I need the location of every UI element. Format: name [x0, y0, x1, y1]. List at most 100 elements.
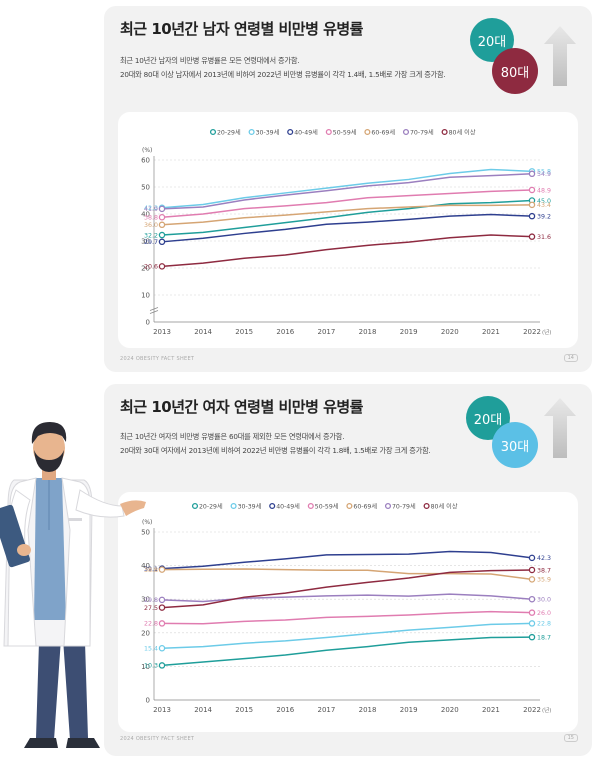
series-0: 10.3 18.7 — [144, 633, 551, 670]
badge-30s: 30대 — [492, 422, 538, 468]
x-tick-label: 2021 — [482, 328, 500, 336]
y-tick-label: 0 — [146, 697, 150, 705]
data-label-start: 29.8 — [144, 597, 158, 604]
data-point — [528, 186, 536, 194]
badge-20s: 20대 — [470, 18, 514, 62]
data-label-start: 42.3 — [144, 205, 158, 212]
legend-marker — [191, 502, 199, 510]
series-line — [161, 593, 533, 603]
doctor-illustration — [0, 422, 146, 748]
y-tick-label: 40 — [141, 562, 150, 570]
data-label-end: 48.9 — [537, 187, 551, 194]
data-label-end: 55.8 — [537, 169, 551, 176]
data-label-end: 35.9 — [537, 577, 551, 584]
data-point — [528, 576, 536, 583]
legend-marker — [287, 128, 294, 136]
data-label-end: 22.8 — [537, 621, 551, 628]
legend-marker — [307, 502, 314, 510]
x-tick-label: 2013 — [153, 706, 171, 714]
x-axis-label: (년) — [542, 328, 551, 336]
y-tick-label: 30 — [141, 238, 150, 246]
series-line — [161, 199, 533, 236]
series-5: 29.8 30.0 — [144, 593, 551, 604]
data-point — [158, 645, 166, 652]
x-tick-label: 2014 — [194, 328, 212, 336]
data-label-end: 39.2 — [537, 213, 551, 220]
data-label-start: 38.8 — [144, 567, 158, 574]
series-2: 29.7 39.2 — [144, 212, 551, 246]
x-tick-label: 2015 — [235, 706, 253, 714]
data-point — [158, 604, 166, 611]
data-point — [158, 205, 166, 213]
series-line — [161, 550, 533, 570]
legend-label: 40-49세 — [294, 128, 318, 136]
data-label-start: 39.1 — [144, 566, 158, 573]
data-label-start: 36.0 — [144, 222, 158, 229]
axis-break-mark — [149, 307, 159, 314]
series-3: 38.8 48.9 — [144, 186, 551, 222]
legend-label: 70-79세 — [410, 128, 434, 136]
x-tick-label: 2020 — [441, 706, 459, 714]
series-line — [161, 568, 533, 581]
series-line — [161, 622, 533, 650]
series-line — [161, 234, 533, 268]
data-label-start: 29.7 — [144, 239, 158, 246]
x-tick-label: 2017 — [318, 706, 336, 714]
data-label-start: 27.5 — [144, 605, 158, 612]
data-point — [158, 566, 166, 573]
series-line — [161, 569, 533, 609]
series-6: 20.6 31.6 — [144, 233, 551, 271]
legend: 20-29세 30-39세 40-49세 50-59세 60-69세 70-79세 80세 … — [191, 502, 458, 510]
data-point — [158, 221, 166, 229]
x-tick-label: 2013 — [153, 328, 171, 336]
data-point — [528, 620, 536, 627]
data-point — [158, 596, 166, 604]
y-tick-label: 40 — [141, 211, 150, 219]
data-label-end: 18.7 — [537, 634, 551, 641]
x-tick-label: 2016 — [276, 706, 294, 714]
x-tick-label: 2018 — [359, 706, 377, 714]
legend-label: 60-69세 — [371, 128, 395, 136]
series-line — [161, 204, 533, 226]
badge-80s: 80대 — [492, 48, 538, 94]
data-point — [528, 566, 536, 574]
y-tick-label: 60 — [141, 157, 150, 165]
series-3: 22.8 26.0 — [144, 609, 551, 628]
series-line — [161, 213, 533, 243]
series-line — [161, 636, 533, 667]
series-line — [161, 610, 533, 625]
data-label-end: 45.0 — [537, 198, 551, 205]
data-point — [528, 212, 536, 220]
legend-label: 20-29세 — [199, 502, 223, 510]
page-number: 14 — [563, 354, 578, 362]
page-title: 최근 10년간 여자 연령별 비만병 유병률 — [120, 398, 364, 416]
series-4: 38.8 35.9 — [144, 566, 551, 584]
x-tick-label: 2016 — [276, 328, 294, 336]
series-0: 32.2 45.0 — [144, 197, 551, 239]
legend-marker — [230, 502, 237, 510]
x-tick-label: 2019 — [400, 706, 418, 714]
data-point — [158, 213, 166, 221]
page-number: 15 — [563, 734, 578, 742]
page-title: 최근 10년간 남자 연령별 비만병 유병률 — [120, 20, 364, 38]
x-tick-label: 2017 — [318, 328, 336, 336]
legend-marker — [269, 502, 276, 510]
series-5: 41.9 54.9 — [144, 170, 551, 213]
legend-marker — [402, 128, 410, 136]
data-point — [528, 201, 536, 209]
up-arrow-icon — [544, 398, 576, 458]
legend-marker — [364, 128, 371, 136]
legend-marker — [423, 502, 430, 510]
legend-marker — [384, 502, 392, 510]
data-label-start: 32.2 — [144, 232, 158, 239]
description-line-2: 20대와 30대 여자에서 2013년에 비하여 2022년 비만병 유병률이 … — [120, 446, 431, 455]
legend: 20-29세 30-39세 40-49세 50-59세 60-69세 70-79세 80세 … — [209, 128, 476, 136]
data-label-start: 22.8 — [144, 621, 158, 628]
series-line — [161, 173, 533, 210]
legend-label: 30-39세 — [238, 502, 262, 510]
data-label-end: 43.4 — [537, 202, 551, 209]
series-line — [161, 168, 533, 209]
legend-marker — [346, 502, 353, 510]
y-axis-label: (%) — [142, 519, 152, 526]
x-tick-label: 2021 — [482, 706, 500, 714]
